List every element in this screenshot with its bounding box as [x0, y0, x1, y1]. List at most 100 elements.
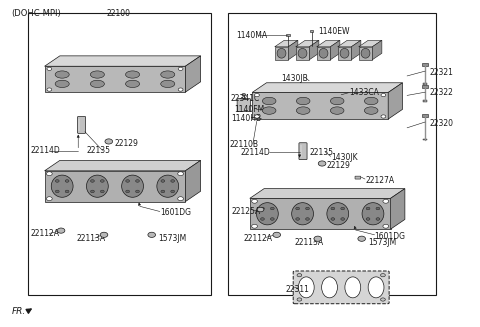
- Circle shape: [314, 236, 322, 241]
- Circle shape: [376, 207, 380, 210]
- Circle shape: [270, 218, 274, 220]
- Ellipse shape: [330, 107, 344, 114]
- Ellipse shape: [55, 71, 69, 78]
- Polygon shape: [388, 83, 403, 119]
- Text: 1573JM: 1573JM: [368, 238, 396, 247]
- Circle shape: [178, 88, 183, 91]
- Text: 1430JB: 1430JB: [281, 74, 308, 83]
- Text: 22110B: 22110B: [229, 140, 258, 149]
- Circle shape: [366, 218, 370, 220]
- Ellipse shape: [296, 97, 310, 105]
- Circle shape: [100, 180, 104, 182]
- Bar: [422, 63, 428, 66]
- Circle shape: [126, 180, 130, 182]
- Circle shape: [381, 274, 385, 277]
- Polygon shape: [252, 93, 388, 119]
- Bar: [423, 139, 427, 141]
- Bar: [422, 114, 428, 117]
- Ellipse shape: [277, 48, 286, 58]
- Text: 22114D: 22114D: [30, 146, 60, 155]
- Ellipse shape: [361, 48, 370, 58]
- Ellipse shape: [126, 80, 140, 88]
- Circle shape: [296, 218, 300, 220]
- Text: 1573JM: 1573JM: [158, 233, 186, 243]
- Ellipse shape: [364, 97, 378, 105]
- Polygon shape: [252, 83, 403, 93]
- Circle shape: [135, 180, 139, 182]
- Circle shape: [47, 88, 52, 91]
- Polygon shape: [338, 40, 361, 47]
- Ellipse shape: [126, 71, 140, 78]
- Circle shape: [297, 274, 302, 277]
- FancyBboxPatch shape: [77, 116, 85, 133]
- Text: 1140EW: 1140EW: [318, 27, 349, 36]
- Circle shape: [47, 67, 52, 70]
- Ellipse shape: [90, 80, 105, 88]
- Text: 22125A: 22125A: [232, 207, 261, 216]
- Text: 1140MA: 1140MA: [236, 31, 267, 40]
- Circle shape: [366, 207, 370, 210]
- Ellipse shape: [364, 107, 378, 114]
- Text: 22321: 22321: [430, 68, 454, 77]
- Circle shape: [257, 207, 264, 212]
- Ellipse shape: [322, 277, 337, 298]
- Text: 22320: 22320: [430, 119, 454, 129]
- Circle shape: [306, 207, 310, 210]
- Text: 22322: 22322: [430, 88, 454, 97]
- Text: 22311: 22311: [286, 285, 310, 294]
- Text: 22135: 22135: [86, 146, 110, 155]
- Ellipse shape: [327, 203, 348, 225]
- Polygon shape: [359, 47, 372, 60]
- Circle shape: [55, 180, 59, 182]
- Circle shape: [341, 207, 345, 210]
- Circle shape: [65, 180, 69, 182]
- Text: FR.: FR.: [12, 307, 26, 317]
- Polygon shape: [288, 40, 298, 60]
- Circle shape: [178, 172, 183, 176]
- Ellipse shape: [256, 203, 278, 225]
- Bar: [286, 34, 289, 36]
- Polygon shape: [45, 161, 201, 171]
- Ellipse shape: [368, 277, 384, 298]
- Bar: [422, 85, 428, 88]
- Polygon shape: [296, 40, 319, 47]
- Ellipse shape: [292, 203, 313, 225]
- Polygon shape: [275, 40, 298, 47]
- FancyBboxPatch shape: [355, 176, 361, 179]
- Ellipse shape: [263, 107, 276, 114]
- Ellipse shape: [86, 175, 108, 197]
- Text: 22112A: 22112A: [30, 229, 59, 238]
- Polygon shape: [372, 40, 382, 60]
- Text: 22135: 22135: [309, 148, 333, 157]
- Ellipse shape: [299, 277, 314, 298]
- Ellipse shape: [330, 97, 344, 105]
- Polygon shape: [338, 47, 351, 60]
- Circle shape: [55, 190, 59, 193]
- Text: 22129: 22129: [327, 161, 351, 170]
- Ellipse shape: [362, 203, 384, 225]
- Circle shape: [100, 232, 108, 237]
- Circle shape: [381, 298, 385, 301]
- Circle shape: [91, 180, 95, 182]
- Circle shape: [47, 172, 52, 176]
- Circle shape: [178, 197, 183, 201]
- Polygon shape: [45, 56, 201, 66]
- FancyBboxPatch shape: [237, 99, 251, 112]
- Circle shape: [178, 67, 183, 70]
- Circle shape: [261, 207, 264, 210]
- Ellipse shape: [157, 175, 179, 197]
- Circle shape: [252, 199, 257, 203]
- Polygon shape: [309, 40, 319, 60]
- Text: 22113A: 22113A: [77, 234, 106, 243]
- Text: 22129: 22129: [115, 139, 139, 147]
- Circle shape: [135, 190, 139, 193]
- Circle shape: [261, 218, 264, 220]
- Ellipse shape: [298, 48, 307, 58]
- Text: (DOHC-MPI): (DOHC-MPI): [11, 9, 60, 18]
- Circle shape: [161, 180, 165, 182]
- Bar: [423, 100, 427, 102]
- Ellipse shape: [319, 48, 328, 58]
- Circle shape: [161, 190, 165, 193]
- Circle shape: [297, 298, 302, 301]
- Circle shape: [91, 190, 95, 193]
